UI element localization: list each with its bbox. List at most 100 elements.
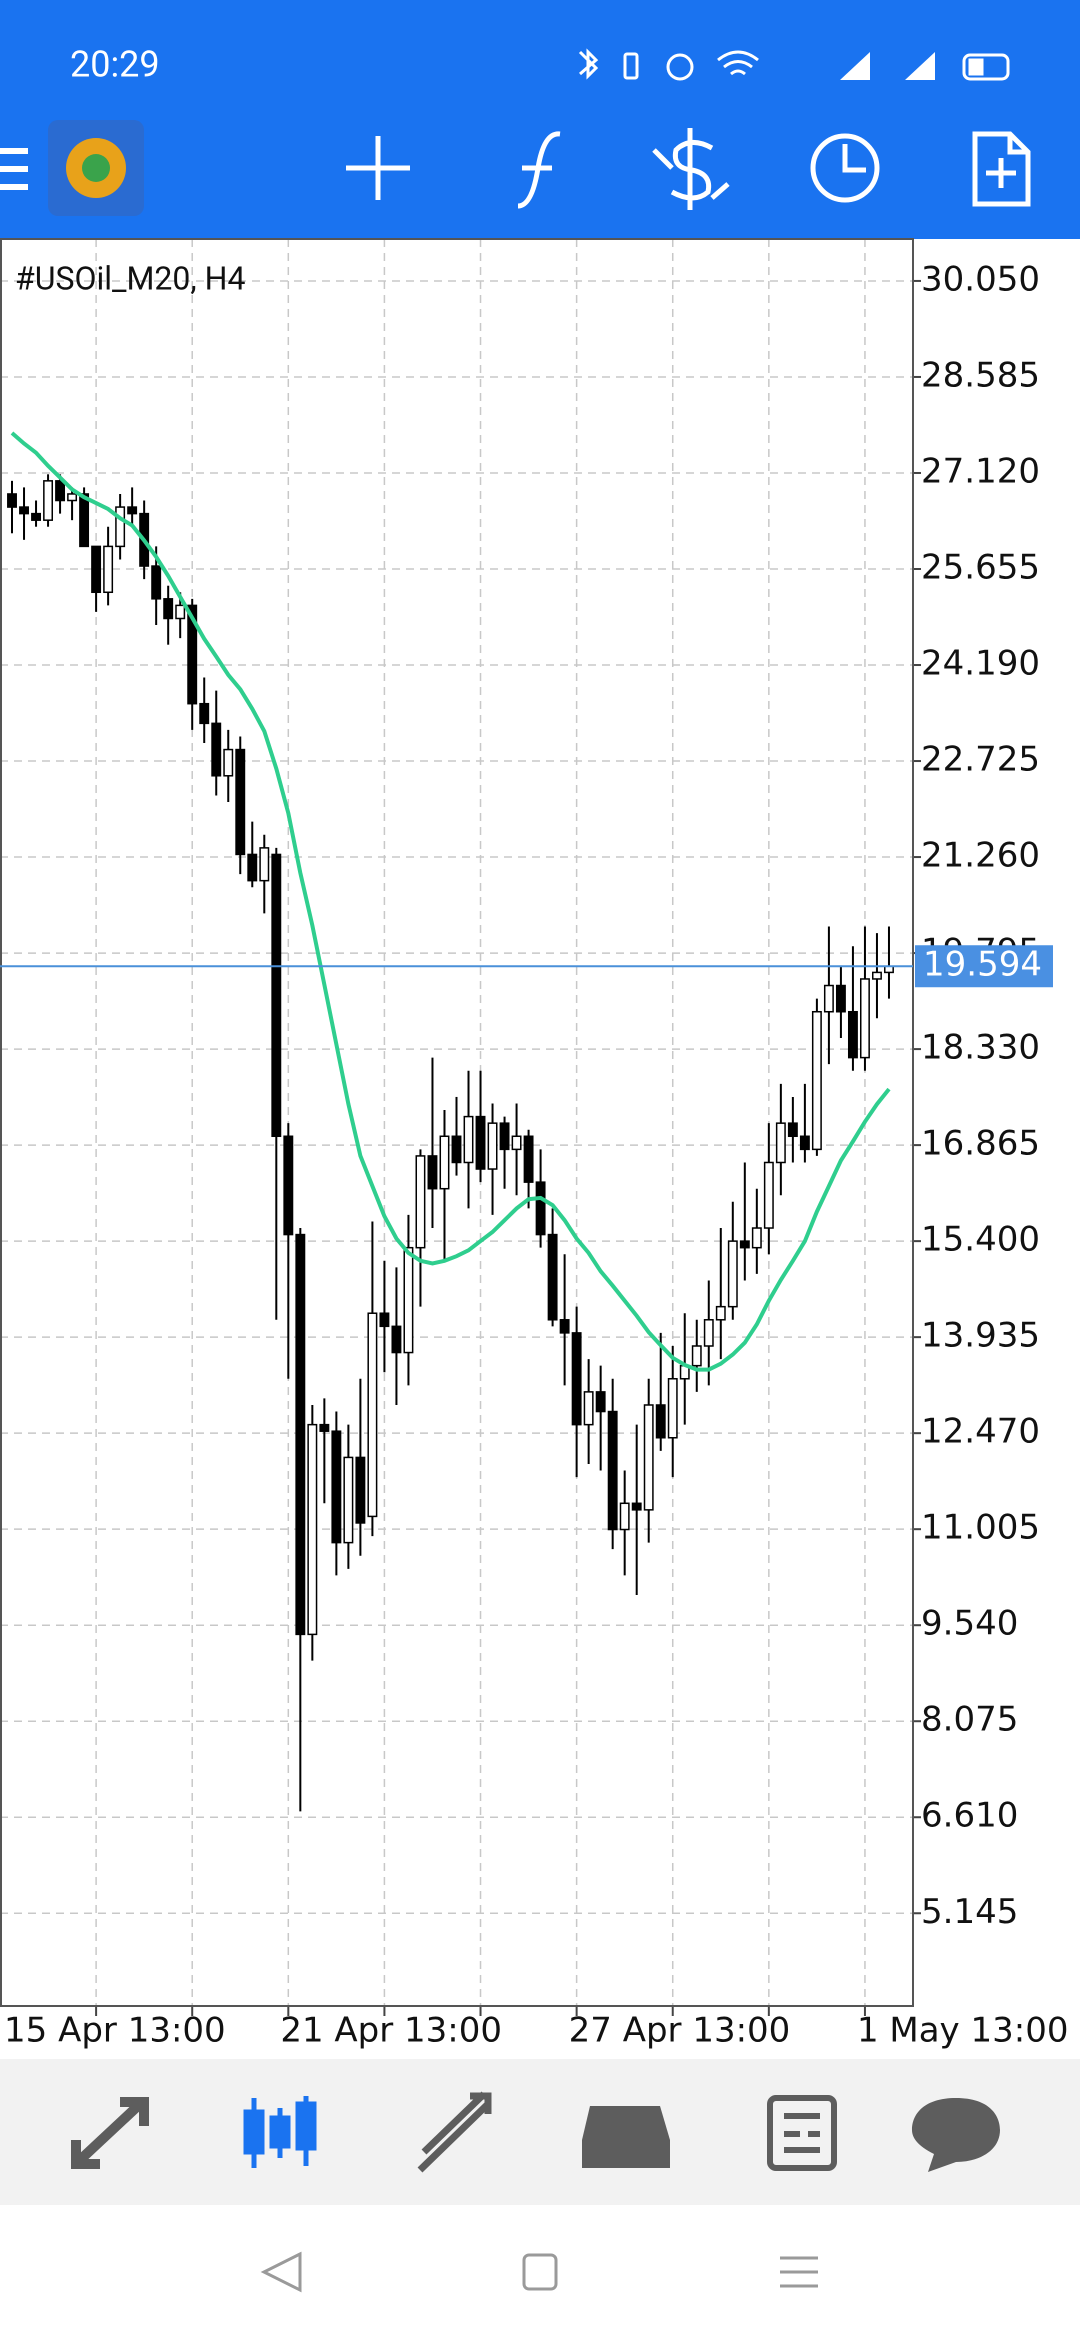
- hamburger-menu[interactable]: [0, 148, 28, 190]
- candle-body: [523, 1135, 534, 1183]
- candle-body: [127, 506, 138, 515]
- back-button[interactable]: [260, 2251, 302, 2293]
- y-tick-label: 6.610: [921, 1796, 1018, 1836]
- candle-body: [727, 1240, 738, 1308]
- candle-body: [763, 1161, 774, 1229]
- candle-body: [872, 971, 882, 980]
- candle-body: [211, 722, 222, 777]
- y-tick-label: 15.400: [921, 1220, 1040, 1260]
- y-tick-label: 18.330: [921, 1028, 1040, 1068]
- crosshair-button[interactable]: [346, 136, 410, 200]
- candle-body: [103, 545, 114, 594]
- candle-body: [247, 853, 258, 882]
- current-price-label: 19.594: [923, 945, 1042, 985]
- trade-button[interactable]: [652, 128, 730, 210]
- candle-body: [667, 1378, 678, 1439]
- chart-title: #USOil_M20, H4: [15, 259, 245, 297]
- y-tick-label: 22.725: [921, 740, 1040, 780]
- status-time: 20:29: [70, 44, 160, 86]
- bottom-nav: [0, 2059, 1080, 2205]
- candle-body: [175, 604, 186, 620]
- x-tick-label: 1 May 13:00: [857, 2011, 1069, 2051]
- candle-body: [859, 978, 870, 1059]
- candle-body: [331, 1430, 342, 1544]
- timeframe-button[interactable]: [810, 133, 880, 203]
- candle-body: [475, 1115, 486, 1170]
- candle-body: [355, 1456, 366, 1524]
- candle-body: [835, 984, 846, 1013]
- candle-body: [271, 853, 282, 1138]
- candle-body: [715, 1305, 726, 1321]
- x-tick-label: 21 Apr 13:00: [280, 2011, 502, 2051]
- candle-body: [811, 1010, 822, 1151]
- y-tick-label: 5.145: [921, 1892, 1018, 1932]
- y-tick-label: 11.005: [921, 1508, 1040, 1548]
- recents-button[interactable]: [780, 2256, 818, 2288]
- candle-body: [799, 1135, 810, 1151]
- y-tick-label: 13.935: [921, 1316, 1040, 1356]
- news-tab[interactable]: [767, 2095, 837, 2171]
- candle-body: [775, 1122, 786, 1164]
- candle-body: [703, 1319, 714, 1347]
- plot-frame: [0, 238, 914, 2007]
- candle-body: [847, 1010, 858, 1059]
- candle-body: [583, 1391, 594, 1426]
- y-tick-label: 25.655: [921, 548, 1040, 588]
- y-tick-label: 8.075: [921, 1700, 1018, 1740]
- candle-body: [319, 1423, 330, 1432]
- status-icons: [578, 48, 1010, 81]
- candle-body: [367, 1312, 378, 1518]
- candle-body: [439, 1135, 450, 1190]
- candle-body: [199, 702, 210, 725]
- history-tab[interactable]: [582, 2106, 670, 2168]
- home-button[interactable]: [522, 2253, 558, 2291]
- candle-body: [751, 1227, 762, 1249]
- candle-body: [547, 1233, 558, 1321]
- candle-body: [19, 506, 29, 515]
- candle-body: [223, 748, 234, 777]
- candle-body: [595, 1391, 606, 1413]
- candle-body: [151, 565, 162, 600]
- candle-body: [91, 545, 102, 594]
- candle-body: [427, 1155, 438, 1190]
- candle-body: [691, 1345, 702, 1367]
- trade-tab[interactable]: [417, 2091, 492, 2173]
- candle-body: [187, 604, 198, 705]
- candle-body: [511, 1135, 522, 1151]
- candle-body: [559, 1319, 570, 1334]
- candle-body: [283, 1135, 294, 1236]
- candle-body: [295, 1233, 306, 1636]
- candle-body: [631, 1502, 642, 1511]
- y-tick-label: 12.470: [921, 1412, 1040, 1452]
- candle-body: [619, 1502, 630, 1531]
- candle-body: [343, 1456, 354, 1544]
- candle-body: [403, 1246, 414, 1354]
- y-tick-label: 28.585: [921, 355, 1040, 395]
- y-tick-label: 24.190: [921, 644, 1040, 684]
- quotes-tab[interactable]: [71, 2097, 149, 2169]
- candle-body: [487, 1122, 498, 1170]
- objects-button[interactable]: [972, 131, 1031, 207]
- messages-tab[interactable]: [912, 2098, 1000, 2172]
- candle-body: [55, 480, 66, 502]
- candle-body: [643, 1404, 654, 1511]
- candle-body: [115, 506, 126, 548]
- app-header: [0, 0, 1080, 239]
- candle-body: [787, 1122, 798, 1138]
- indicators-button[interactable]: [517, 131, 561, 209]
- candle-body: [535, 1181, 546, 1236]
- chart-tab[interactable]: [243, 2096, 317, 2168]
- candle-body: [823, 984, 834, 1013]
- app-icon[interactable]: [48, 120, 144, 216]
- candle-body: [451, 1135, 462, 1164]
- y-tick-label: 30.050: [921, 259, 1040, 299]
- candle-body: [31, 512, 41, 521]
- chart: 30.050 28.585 27.120 25.655 24.190 22.725 21.2…: [0, 238, 1069, 2051]
- candle-body: [463, 1115, 474, 1164]
- candle-body: [415, 1155, 426, 1249]
- candle-body: [391, 1325, 402, 1354]
- candle-body: [655, 1404, 666, 1439]
- x-tick-label: 27 Apr 13:00: [569, 2011, 791, 2051]
- moving-average-line: [10, 431, 891, 1372]
- candle-body: [259, 847, 270, 882]
